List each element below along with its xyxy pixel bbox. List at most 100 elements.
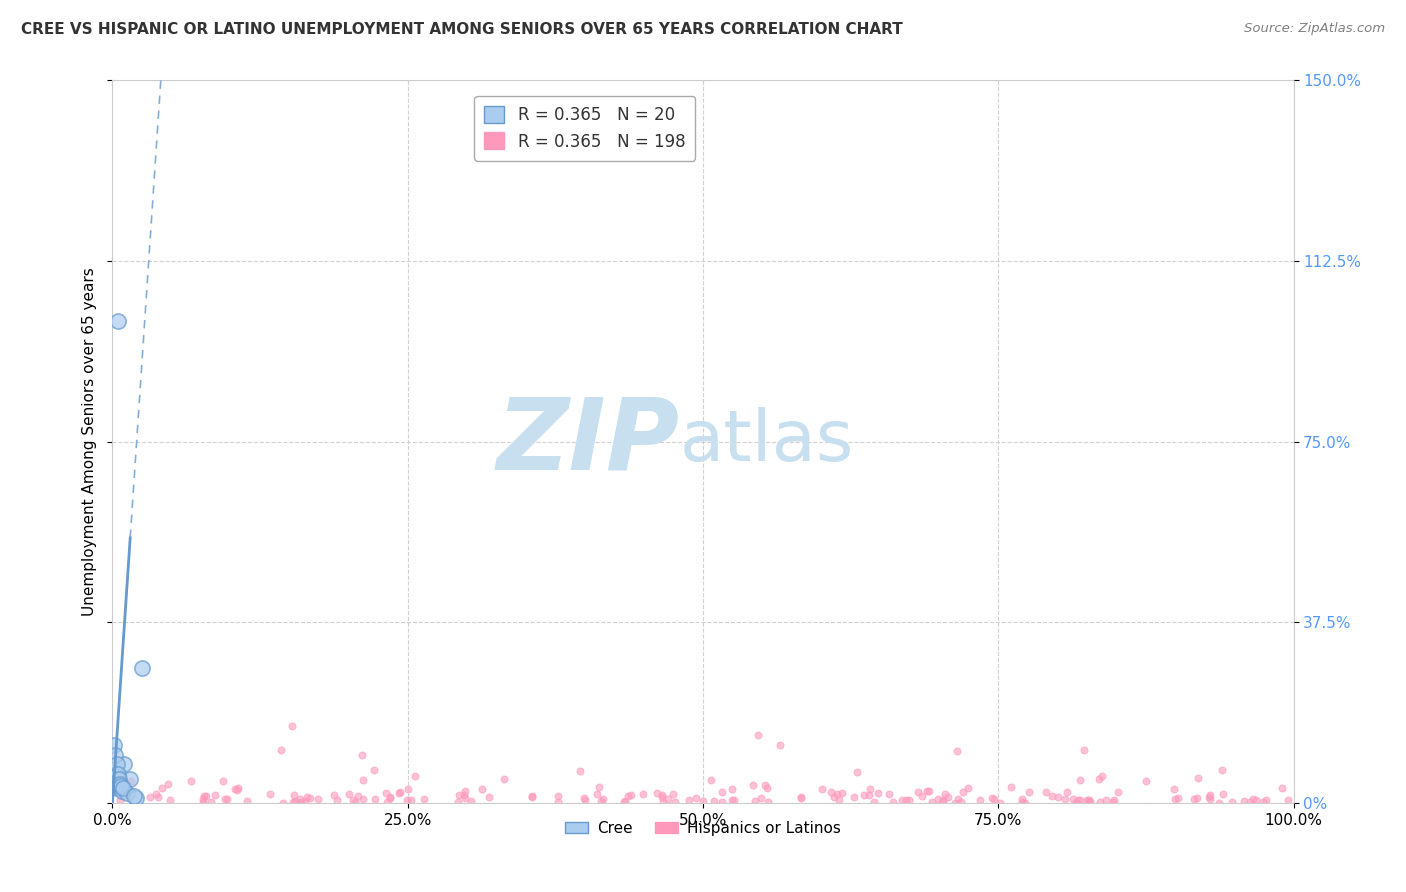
Point (471, 781, 494, 796)
Legend: Cree, Hispanics or Latinos: Cree, Hispanics or Latinos (558, 815, 848, 842)
Point (943, 796, 966, 810)
Point (932, 794, 955, 808)
Point (744, 794, 766, 808)
Point (104, 747, 127, 762)
Point (294, 794, 316, 808)
Point (226, 783, 249, 797)
Point (711, 785, 734, 799)
Point (377, 795, 399, 809)
Point (863, 795, 886, 809)
Point (295, 789, 318, 804)
Point (1094, 793, 1116, 807)
Point (453, 788, 475, 802)
Point (339, 787, 361, 801)
Point (396, 782, 419, 797)
Point (111, 781, 134, 796)
Point (1271, 781, 1294, 796)
Point (1077, 794, 1099, 808)
Point (956, 780, 979, 795)
Point (585, 787, 607, 801)
Point (651, 789, 673, 804)
Point (120, 772, 142, 786)
Point (395, 793, 418, 807)
Point (936, 789, 959, 804)
Point (138, 789, 160, 804)
Point (617, 789, 640, 804)
Point (790, 789, 813, 804)
Point (494, 772, 516, 786)
Point (1254, 792, 1277, 806)
Point (896, 793, 918, 807)
Point (352, 773, 374, 788)
Point (853, 789, 876, 803)
Point (1069, 793, 1091, 807)
Point (363, 763, 385, 777)
Point (1069, 772, 1091, 787)
Point (112, 757, 135, 772)
Point (1185, 791, 1208, 805)
Point (380, 790, 402, 805)
Point (107, 767, 129, 781)
Point (1239, 795, 1261, 809)
Point (1018, 785, 1040, 799)
Point (1066, 795, 1088, 809)
Point (1062, 791, 1084, 805)
Point (228, 781, 250, 796)
Point (388, 786, 411, 800)
Point (1233, 794, 1256, 808)
Point (1277, 793, 1299, 807)
Point (948, 792, 970, 806)
Point (1187, 771, 1209, 785)
Point (1073, 742, 1095, 756)
Point (342, 793, 364, 807)
Point (591, 794, 613, 808)
Point (846, 764, 869, 779)
Point (547, 795, 569, 809)
Point (1067, 792, 1090, 806)
Point (270, 743, 292, 757)
Point (236, 794, 259, 808)
Point (1198, 790, 1220, 805)
Point (756, 780, 779, 795)
Point (108, 776, 131, 790)
Point (723, 793, 745, 807)
Point (927, 792, 949, 806)
Point (651, 789, 673, 803)
Point (389, 785, 412, 799)
Point (981, 791, 1004, 805)
Point (193, 792, 215, 806)
Point (344, 795, 367, 809)
Point (1251, 795, 1274, 809)
Text: CREE VS HISPANIC OR LATINO UNEMPLOYMENT AMONG SENIORS OVER 65 YEARS CORRELATION : CREE VS HISPANIC OR LATINO UNEMPLOYMENT … (21, 22, 903, 37)
Point (378, 791, 401, 805)
Point (969, 793, 991, 807)
Point (721, 793, 744, 807)
Point (747, 728, 769, 742)
Point (283, 788, 305, 802)
Text: ZIP: ZIP (496, 393, 679, 490)
Point (1080, 795, 1102, 809)
Point (1164, 792, 1187, 806)
Point (156, 777, 179, 791)
Point (631, 787, 654, 801)
Point (447, 796, 470, 810)
Text: atlas: atlas (679, 407, 853, 476)
Point (983, 792, 1005, 806)
Point (828, 793, 851, 807)
Point (1102, 795, 1125, 809)
Point (146, 789, 169, 804)
Point (952, 785, 974, 799)
Point (104, 776, 127, 790)
Point (307, 792, 329, 806)
Point (568, 764, 591, 779)
Point (1011, 792, 1033, 806)
Point (645, 786, 668, 800)
Point (652, 795, 675, 809)
Point (103, 738, 125, 752)
Point (352, 792, 374, 806)
Point (721, 782, 744, 797)
Point (664, 795, 686, 809)
Point (950, 795, 973, 809)
Point (191, 795, 214, 809)
Point (322, 788, 344, 802)
